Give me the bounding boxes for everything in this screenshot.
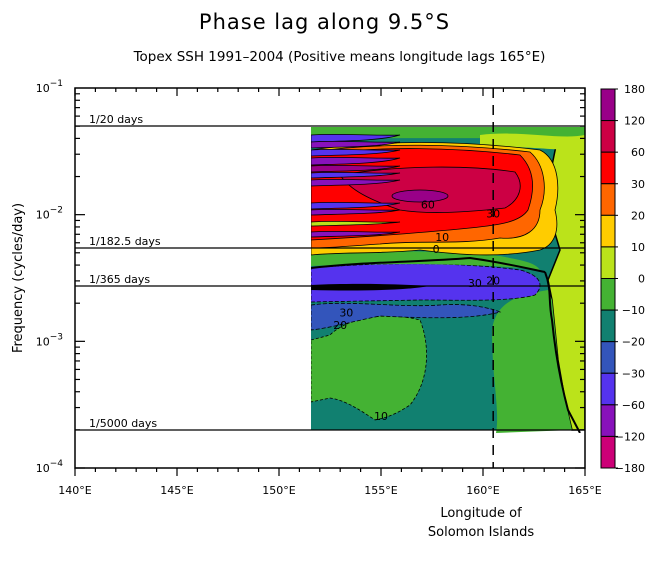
contour-label: 30: [339, 307, 353, 320]
colorbar-label: 180: [624, 83, 645, 96]
colorbar-swatch: [600, 404, 616, 437]
heatmap-region-lime-top: [480, 133, 585, 150]
y-axis-label: Frequency (cycles/day): [11, 203, 26, 353]
colorbar-swatch: [600, 246, 616, 280]
x-axis: 140°E 145°E 150°E 155°E 160°E 165°E: [58, 88, 602, 497]
colorbar-label: 60: [631, 146, 645, 159]
x-axis-label-line1: Longitude of: [440, 506, 522, 521]
contour-label: 30: [468, 277, 482, 290]
colorbar-swatch: [600, 435, 616, 469]
heatmap-stripe: [311, 220, 401, 227]
y-tick-base: 10: [36, 335, 50, 348]
colorbar-swatch: [600, 372, 616, 406]
contour-label: 0: [433, 243, 440, 256]
contour-zero: [311, 256, 546, 273]
y-tick-label: 10−1: [36, 79, 63, 95]
y-tick-base: 10: [36, 462, 50, 475]
contour-label: 10: [374, 410, 388, 423]
x-tick-label: 140°E: [58, 484, 91, 497]
colorbar-swatch: [600, 151, 616, 185]
y-tick-exponent: −4: [50, 459, 64, 469]
heatmap-stripe: [311, 208, 401, 216]
colorbar-label: −120: [615, 430, 645, 443]
y-tick-exponent: −3: [50, 332, 63, 342]
colorbar-label: −180: [615, 462, 645, 475]
heatmap-stripe: [311, 201, 401, 210]
contour-label: 20: [333, 319, 347, 332]
y-tick-base: 10: [36, 82, 50, 95]
colorbar-swatch: [600, 309, 616, 343]
colorbar-label: 20: [631, 209, 645, 222]
colorbar-swatch: [600, 214, 616, 248]
reference-line-label: 1/182.5 days: [89, 235, 161, 248]
colorbar-label: −10: [622, 304, 645, 317]
reference-lines: 1/20 days 1/182.5 days 1/365 days 1/5000 da…: [75, 113, 585, 431]
chart-subtitle: Topex SSH 1991–2004 (Positive means long…: [133, 49, 546, 65]
heatmap-stripe: [311, 148, 401, 157]
colorbar-label: 120: [624, 115, 645, 128]
chart-title: Phase lag along 9.5°S: [198, 10, 451, 34]
heatmap-field: [311, 127, 585, 433]
colorbar-swatch: [600, 120, 616, 153]
colorbar-swatch: [600, 88, 616, 122]
reference-line-label: 1/365 days: [89, 273, 150, 286]
y-tick-label: 10−3: [36, 332, 63, 348]
x-tick-label: 155°E: [364, 484, 397, 497]
y-tick-base: 10: [36, 209, 50, 222]
colorbar-label: 30: [631, 178, 645, 191]
contour-label: 60: [421, 198, 435, 211]
heatmap-stripe: [311, 164, 401, 173]
x-tick-label: 165°E: [568, 484, 601, 497]
heatmap-region-blue-annual: [311, 302, 502, 331]
reference-line-label: 1/5000 days: [89, 417, 157, 430]
contour-label: 10: [435, 231, 449, 244]
y-tick-label: 10−4: [36, 459, 64, 475]
colorbar-swatch: [600, 341, 616, 374]
heatmap-region-violet-annual: [311, 263, 541, 303]
y-tick-exponent: −1: [50, 79, 63, 89]
reference-line-label: 1/20 days: [89, 113, 143, 126]
colorbar-swatch: [600, 278, 616, 311]
y-axis: 10−110−210−310−4: [36, 79, 585, 475]
heatmap-stripe: [311, 171, 401, 179]
y-tick-exponent: −2: [50, 206, 63, 216]
colorbar: 180 120 60 30 20 10 0 −10 −20 −30 −60 −120 −180: [600, 83, 645, 475]
colorbar-swatch: [600, 183, 616, 216]
colorbar-label: −60: [622, 399, 645, 412]
colorbar-label: −20: [622, 336, 645, 349]
plot-frame: [74, 87, 586, 469]
colorbar-label: −30: [622, 367, 645, 380]
colorbar-label: 10: [631, 241, 645, 254]
heatmap-region-purple-blob: [391, 189, 449, 203]
contour-zero-east: [544, 271, 581, 433]
heatmap-stripe: [311, 156, 401, 166]
colorbar-label: 0: [638, 273, 645, 286]
x-tick-label: 150°E: [262, 484, 295, 497]
heatmap-stripe: [311, 140, 401, 149]
heatmap-stripe: [311, 230, 401, 238]
x-axis-label-line2: Solomon Islands: [428, 525, 534, 540]
x-tick-label: 145°E: [160, 484, 193, 497]
heatmap-stripe: [311, 178, 401, 187]
heatmap-region-green-top: [311, 127, 585, 139]
x-tick-label: 160°E: [466, 484, 499, 497]
y-tick-label: 10−2: [36, 206, 63, 222]
